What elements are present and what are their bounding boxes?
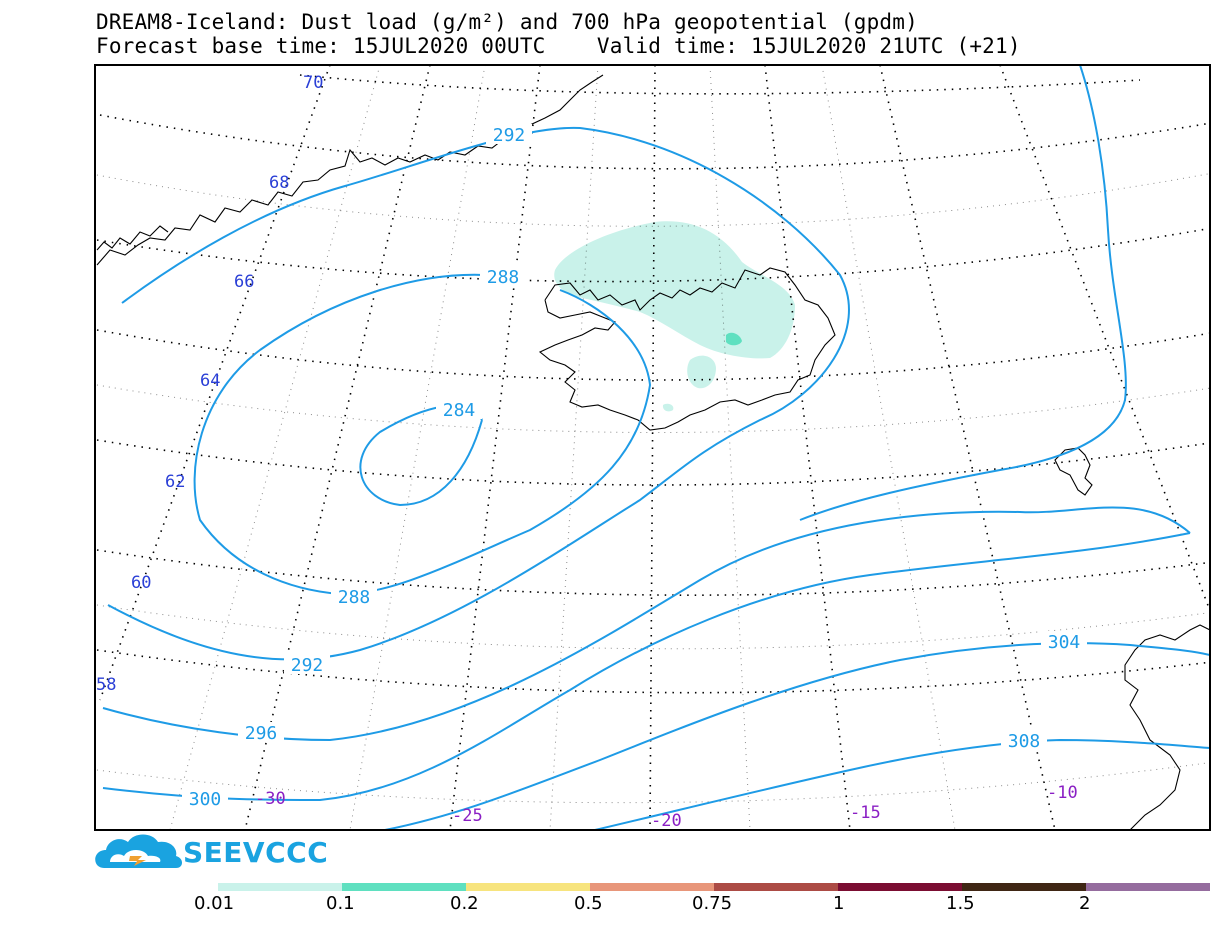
colorbar-label: 0.75 xyxy=(692,893,733,914)
colorbar-label: 0.1 xyxy=(326,893,355,914)
colorbar-label: 0.01 xyxy=(194,893,235,914)
longitude-label: -10 xyxy=(1047,783,1078,803)
latitude-label: 66 xyxy=(234,272,254,292)
colorbar-segment xyxy=(838,883,962,891)
latitude-label: 68 xyxy=(269,173,289,193)
longitude-label: -30 xyxy=(255,789,286,809)
latitude-labels: 70 68 66 64 62 60 58 xyxy=(96,73,323,695)
latitude-label: 62 xyxy=(165,472,185,492)
latitude-label: 70 xyxy=(303,73,323,93)
colorbar-segment xyxy=(714,883,838,891)
contour-label: 288 xyxy=(338,587,371,608)
colorbar-segment xyxy=(342,883,466,891)
contour-label: 288 xyxy=(487,267,520,288)
contour-label: 300 xyxy=(189,789,222,810)
colorbar-segment xyxy=(962,883,1086,891)
contour-label: 284 xyxy=(443,400,476,421)
colorbar-label: 0.5 xyxy=(574,893,603,914)
contour-label: 292 xyxy=(493,125,526,146)
colorbar-segment xyxy=(1086,883,1210,891)
latitude-label: 58 xyxy=(96,675,116,695)
colorbar-label: 1 xyxy=(833,893,845,914)
contour-label: 296 xyxy=(245,723,278,744)
map-frame xyxy=(94,64,1211,831)
longitude-labels: -30 -25 -20 -15 -10 xyxy=(255,783,1078,831)
longitude-label: -20 xyxy=(651,811,682,831)
longitude-label: -15 xyxy=(850,803,881,823)
colorbar-label: 0.2 xyxy=(450,893,479,914)
colorbar-segment xyxy=(218,883,342,891)
contour-labels: 292 288 284 288 292 296 300 304 xyxy=(182,124,1087,810)
map-title: DREAM8-Iceland: Dust load (g/m²) and 700… xyxy=(96,10,918,34)
contour-label: 304 xyxy=(1048,632,1081,653)
colorbar-label: 2 xyxy=(1079,893,1091,914)
longitude-lines xyxy=(99,65,1210,830)
latitude-label: 60 xyxy=(131,573,151,593)
longitude-label: -25 xyxy=(452,806,483,826)
contour-label: 292 xyxy=(291,655,324,676)
colorbar-segment xyxy=(466,883,590,891)
colorbar-label: 1.5 xyxy=(946,893,975,914)
dust-colorbar xyxy=(218,883,1210,891)
coastlines xyxy=(96,74,1210,830)
colorbar-segment xyxy=(590,883,714,891)
latitude-label: 64 xyxy=(200,371,220,391)
latitude-lines xyxy=(96,74,1210,694)
forecast-times: Forecast base time: 15JUL2020 00UTC Vali… xyxy=(96,34,1021,58)
seevccc-logo: SEEVCCC xyxy=(183,836,329,869)
dust-load-area xyxy=(554,221,795,412)
cloud-logo-icon xyxy=(95,834,182,868)
contour-label: 308 xyxy=(1008,731,1041,752)
